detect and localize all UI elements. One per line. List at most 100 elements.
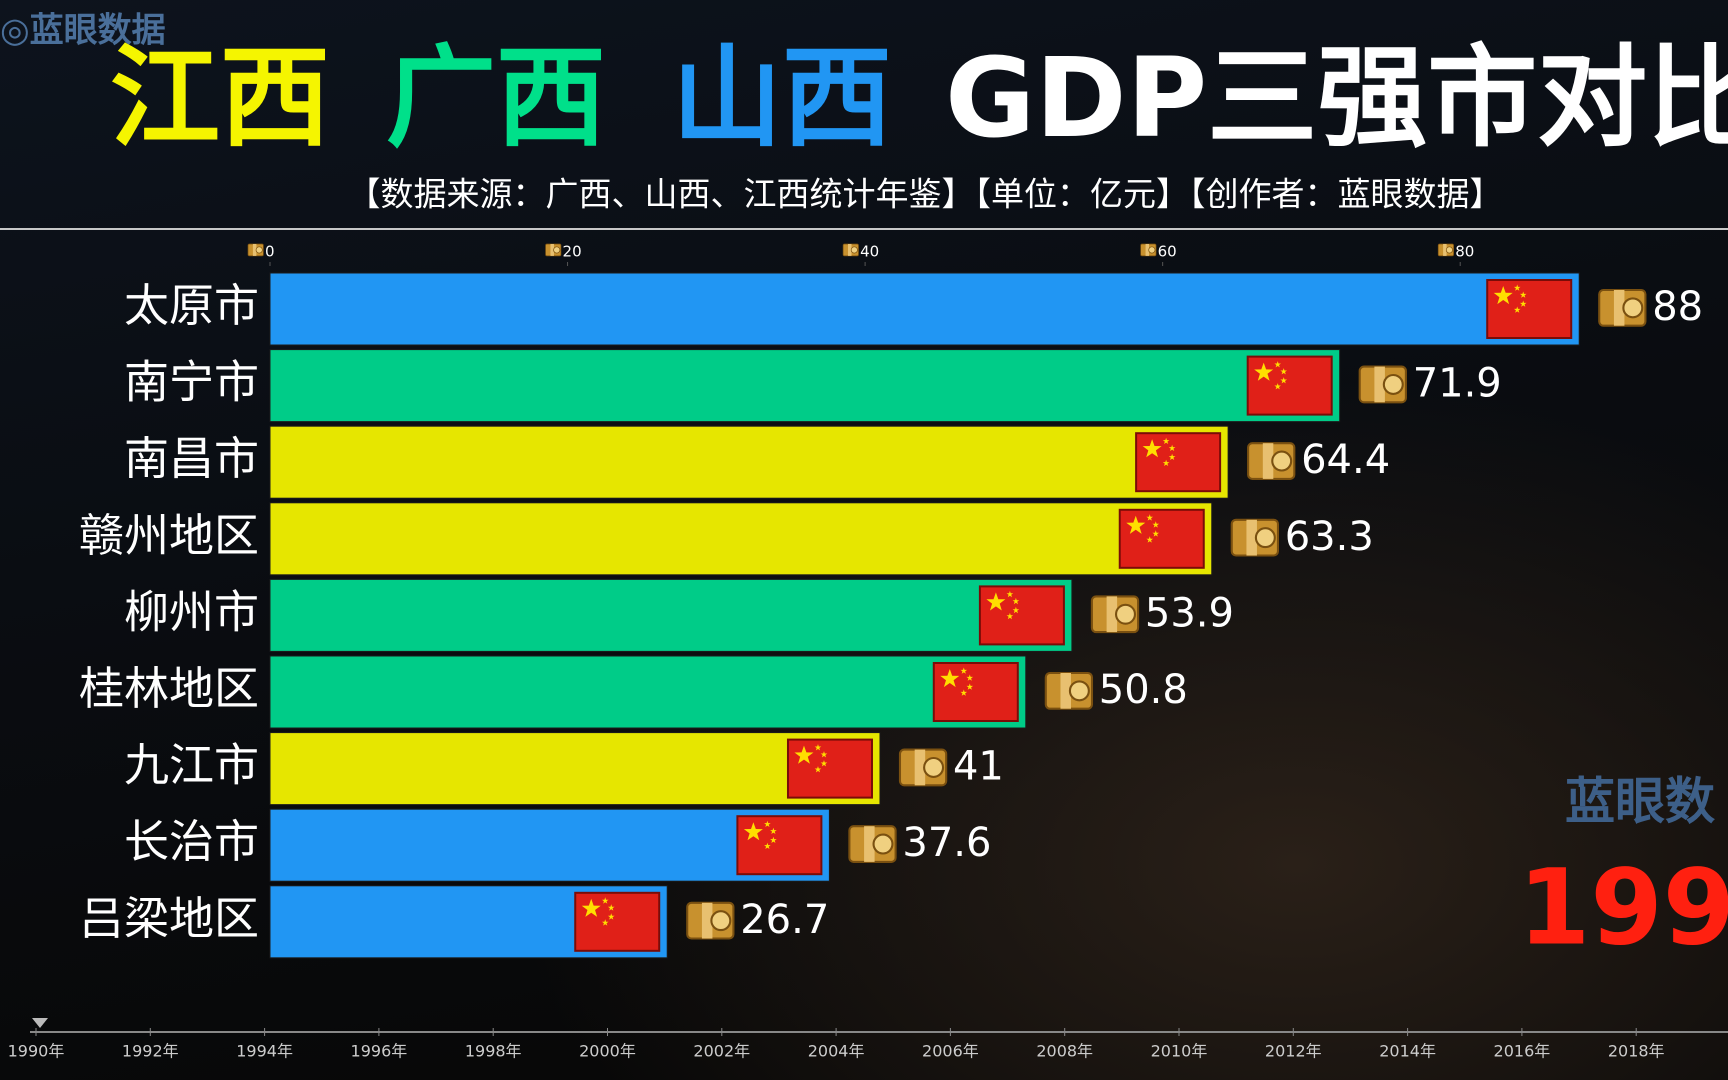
x-tick-label: 60: [1158, 243, 1177, 261]
title-part: GDP三强市对比: [945, 34, 1728, 162]
money-coin: [1382, 373, 1404, 395]
timeline-label: 2008年: [1036, 1042, 1093, 1061]
watermark-right: 蓝眼数: [1565, 773, 1715, 831]
bar: [269, 425, 1229, 499]
money-coin: [1445, 246, 1453, 254]
flag-icon: [1135, 432, 1222, 493]
flag-star: [1012, 597, 1020, 605]
timeline-label: 1996年: [351, 1042, 408, 1061]
flag-star: [1146, 536, 1154, 543]
money-coin: [553, 246, 561, 254]
money-icon: [686, 901, 735, 940]
timeline-label: 2014年: [1379, 1042, 1436, 1061]
bar: [269, 349, 1341, 423]
flag-star: [960, 689, 968, 696]
flag-star: [1146, 514, 1154, 521]
flag-star: [966, 674, 974, 681]
y-tick-label: 桂林地区: [79, 662, 259, 715]
flag-star: [764, 842, 771, 849]
money-icon: [1247, 442, 1296, 480]
flag-star: [1493, 286, 1513, 305]
flag-star: [581, 898, 601, 917]
current-year: 1990: [1518, 846, 1728, 968]
flag: [932, 662, 1019, 722]
money-icon: [1230, 518, 1279, 557]
flag-star: [770, 836, 777, 843]
bar: [269, 655, 1027, 729]
timeline-label: 1998年: [465, 1042, 522, 1061]
flag-star: [1006, 590, 1014, 598]
value-label: 63.3: [1285, 514, 1374, 560]
y-tick-label: 赣州地区: [79, 509, 259, 562]
value-label: 41: [953, 744, 1004, 790]
flag-star: [1274, 361, 1281, 368]
flag-star: [601, 897, 609, 904]
flag-star: [1168, 453, 1176, 460]
x-tick-label: 20: [563, 243, 582, 261]
flag: [1486, 279, 1573, 339]
flag-icon: [736, 815, 823, 876]
title-part: 广西: [386, 34, 606, 162]
bar: [269, 808, 830, 882]
money-coin: [923, 756, 945, 778]
flag-star: [1152, 521, 1160, 528]
flag-star: [1162, 459, 1170, 466]
title-part: 江西: [110, 34, 330, 162]
money-coin: [1254, 527, 1276, 549]
money-icon: [1044, 671, 1094, 710]
money-band: [1106, 596, 1118, 633]
x-tick-label: 0: [265, 243, 275, 261]
timeline-label: 1992年: [122, 1042, 179, 1061]
flag-icon: [1118, 508, 1205, 569]
flag-star: [1006, 612, 1014, 620]
flag-star: [794, 745, 814, 764]
flag-icon: [1486, 279, 1573, 339]
money-band: [1374, 366, 1385, 403]
bar: [269, 272, 1580, 346]
timeline-label: 2018年: [1608, 1042, 1665, 1061]
flag-star: [820, 751, 828, 758]
money-band: [1262, 443, 1274, 479]
money-band: [1145, 244, 1150, 256]
money-band: [1443, 244, 1447, 256]
value-label: 53.9: [1145, 590, 1234, 636]
flag-star: [1142, 439, 1162, 458]
flag: [1118, 508, 1205, 569]
flag-star: [820, 760, 828, 767]
flag-star: [940, 669, 960, 688]
flag-star: [764, 820, 771, 827]
money-icon: [1090, 595, 1140, 634]
flag-star: [601, 919, 609, 926]
money-band: [1613, 290, 1625, 326]
y-tick-label: 长治市: [124, 815, 259, 868]
flag-star: [1280, 377, 1287, 384]
money-icon: [247, 243, 264, 257]
y-tick-label: 柳州市: [124, 585, 259, 638]
subtitle: 【数据来源：广西、山西、江西统计年鉴】【单位：亿元】【创作者：蓝眼数据】: [348, 175, 1503, 214]
flag: [978, 585, 1065, 646]
flag: [1246, 355, 1333, 416]
timeline-label: 2012年: [1265, 1042, 1322, 1061]
flag-star: [1126, 515, 1146, 534]
timeline-label: 1994年: [236, 1042, 293, 1061]
money-band: [1246, 519, 1257, 556]
y-tick-label: 南昌市: [124, 432, 259, 485]
y-tick-label: 九江市: [124, 739, 259, 792]
value-label: 64.4: [1301, 437, 1390, 483]
flag-star: [1280, 368, 1287, 375]
flag-star: [1513, 306, 1521, 313]
money-coin: [255, 246, 263, 254]
flag-star: [1152, 530, 1160, 537]
money-coin: [1068, 680, 1090, 702]
timeline-label: 2016年: [1494, 1042, 1551, 1061]
y-tick-label: 太原市: [124, 279, 259, 332]
flag-star: [1519, 300, 1527, 307]
y-tick-label: 吕梁地区: [79, 892, 259, 945]
flag-star: [1168, 444, 1176, 451]
money-coin: [850, 246, 858, 254]
flag-star: [814, 766, 822, 773]
flag-star: [607, 904, 615, 911]
timeline-label: 2000年: [579, 1042, 636, 1061]
value-label: 88: [1652, 284, 1703, 330]
